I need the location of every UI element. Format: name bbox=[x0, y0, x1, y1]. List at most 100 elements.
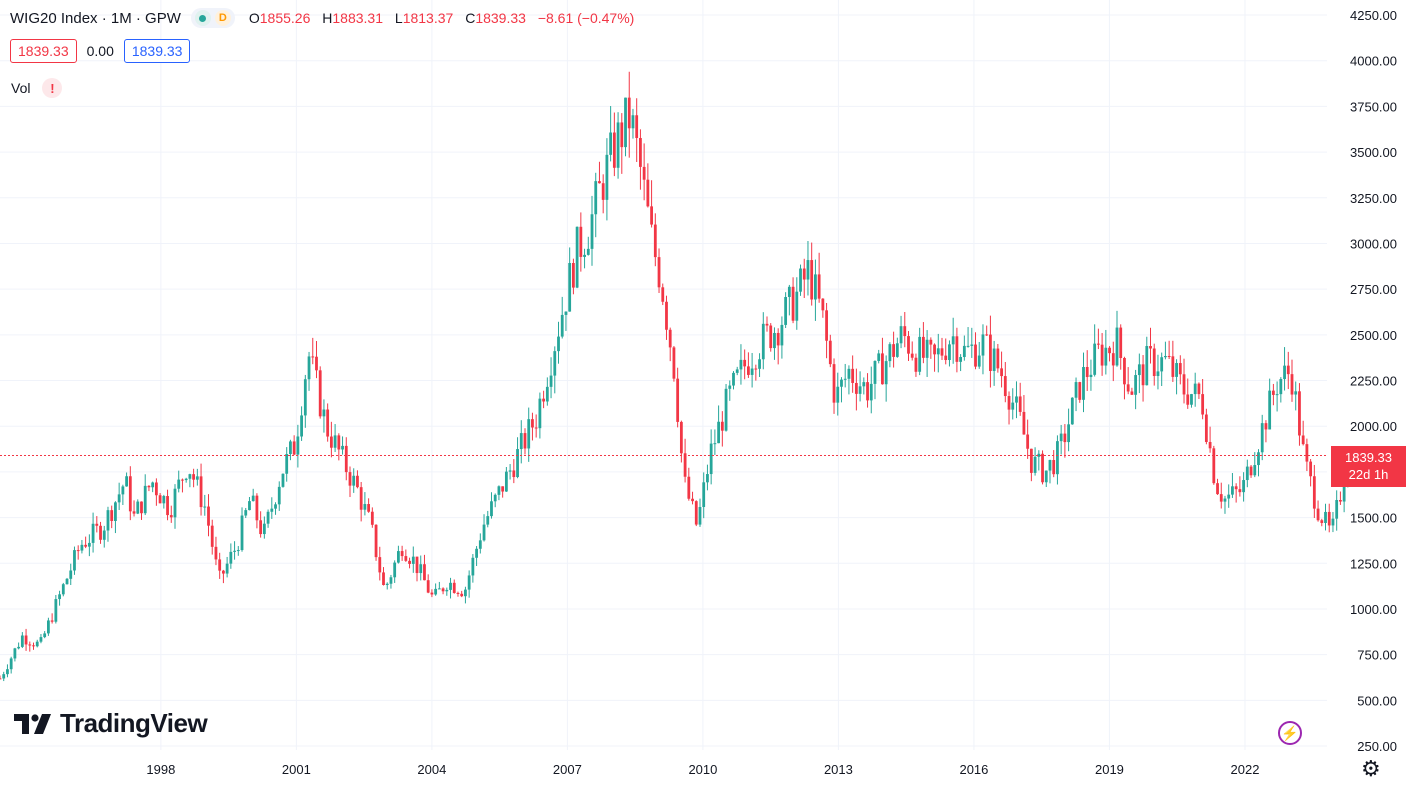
candle-body bbox=[739, 359, 743, 370]
time-axis[interactable]: 1998 2001 2004 2007 2010 2013 2016 2019 2022 bbox=[146, 762, 1259, 777]
candle-body bbox=[1253, 465, 1257, 476]
candle-body bbox=[1100, 344, 1104, 366]
candle-body bbox=[482, 524, 486, 541]
candle-body bbox=[300, 415, 303, 437]
candle-body bbox=[307, 356, 311, 380]
candle-body bbox=[378, 557, 382, 573]
candle-body bbox=[1059, 433, 1063, 442]
candle-body bbox=[531, 419, 534, 428]
symbol-title[interactable]: WIG20 Index · 1M · GPW bbox=[10, 9, 181, 27]
warning-icon[interactable]: ! bbox=[42, 78, 63, 98]
candle-body bbox=[1111, 353, 1115, 366]
candle-body bbox=[333, 435, 337, 448]
candle-body bbox=[1145, 346, 1149, 386]
lightning-icon[interactable]: ⚡ bbox=[1278, 721, 1302, 745]
candle-body bbox=[475, 548, 478, 558]
tradingview-logo[interactable]: TradingView bbox=[14, 708, 208, 739]
candle-body bbox=[274, 504, 277, 509]
candle-body bbox=[1152, 348, 1156, 377]
candle-body bbox=[61, 584, 65, 595]
candle-body bbox=[1182, 374, 1186, 395]
candle-body bbox=[91, 523, 95, 543]
candle-body bbox=[1339, 500, 1342, 502]
candle-body bbox=[910, 353, 914, 358]
volume-label[interactable]: Vol bbox=[11, 80, 31, 96]
delayed-data-badge[interactable]: D bbox=[214, 10, 231, 26]
tradingview-mark-icon bbox=[14, 713, 51, 734]
candle-body bbox=[851, 368, 855, 383]
candle-body bbox=[944, 355, 948, 361]
candle-body bbox=[974, 344, 977, 367]
candle-body bbox=[344, 445, 348, 473]
candle-body bbox=[396, 551, 400, 563]
candle-body bbox=[419, 564, 423, 574]
sell-price-box[interactable]: 1839.33 bbox=[10, 39, 77, 63]
gear-icon[interactable]: ⚙ bbox=[1361, 756, 1381, 781]
candle-body bbox=[921, 336, 925, 358]
candle-body bbox=[393, 562, 397, 578]
candle-body bbox=[389, 577, 393, 584]
candle-body bbox=[441, 588, 445, 592]
candle-body bbox=[1000, 368, 1003, 377]
close-value: 1839.33 bbox=[475, 10, 526, 26]
candle-body bbox=[229, 551, 233, 564]
candle-body bbox=[1190, 394, 1193, 405]
candle-body bbox=[1089, 374, 1093, 378]
candle-body bbox=[192, 474, 196, 480]
candle-body bbox=[292, 441, 296, 455]
candle-body bbox=[743, 359, 747, 367]
candle-body bbox=[1126, 384, 1130, 392]
candle-body bbox=[76, 550, 80, 552]
candle-body bbox=[1257, 452, 1260, 466]
candle-body bbox=[691, 498, 694, 502]
candle-body bbox=[367, 504, 371, 512]
candle-body bbox=[1149, 346, 1152, 349]
candle-body bbox=[84, 544, 88, 547]
candle-body bbox=[490, 501, 493, 517]
candle-body bbox=[620, 122, 624, 148]
candle-body bbox=[720, 421, 724, 431]
candle-body bbox=[43, 633, 47, 638]
candle-body bbox=[408, 560, 411, 564]
candle-body bbox=[177, 479, 181, 489]
candle-body bbox=[884, 361, 888, 385]
y-tick-label: 750.00 bbox=[1357, 648, 1397, 663]
candle-body bbox=[166, 496, 169, 516]
candle-body bbox=[296, 436, 300, 455]
candle-body bbox=[925, 339, 929, 358]
candle-body bbox=[504, 471, 508, 492]
candle-body bbox=[50, 620, 54, 622]
market-open-icon[interactable] bbox=[194, 10, 211, 26]
candle-body bbox=[981, 334, 985, 356]
candle-body bbox=[1331, 518, 1335, 526]
candle-body bbox=[1026, 434, 1030, 449]
price-axis[interactable]: 250.00500.00750.001000.001250.001500.001… bbox=[1350, 8, 1397, 754]
candle-body bbox=[2, 674, 6, 679]
candle-body bbox=[795, 291, 799, 321]
candle-body bbox=[35, 641, 39, 647]
candle-body bbox=[32, 645, 35, 647]
candle-body bbox=[1119, 327, 1123, 358]
candle-body bbox=[668, 329, 672, 348]
candlestick-series bbox=[0, 71, 1361, 682]
candle-body bbox=[445, 589, 449, 592]
candle-body bbox=[222, 570, 225, 574]
candle-body bbox=[259, 520, 263, 535]
candle-body bbox=[977, 355, 981, 367]
candle-body bbox=[854, 382, 858, 394]
candle-body bbox=[1082, 366, 1085, 400]
candle-body bbox=[356, 475, 359, 488]
candle-body bbox=[1231, 486, 1234, 495]
candle-body bbox=[542, 398, 546, 402]
candle-body bbox=[501, 486, 505, 492]
candle-body bbox=[128, 476, 132, 512]
candle-body bbox=[799, 268, 802, 292]
candle-body bbox=[1171, 356, 1175, 377]
candle-body bbox=[966, 345, 970, 347]
buy-price-box[interactable]: 1839.33 bbox=[123, 39, 191, 63]
candle-body bbox=[1160, 357, 1164, 372]
candle-body bbox=[814, 274, 817, 300]
candle-body bbox=[266, 511, 270, 524]
candle-body bbox=[251, 495, 255, 502]
